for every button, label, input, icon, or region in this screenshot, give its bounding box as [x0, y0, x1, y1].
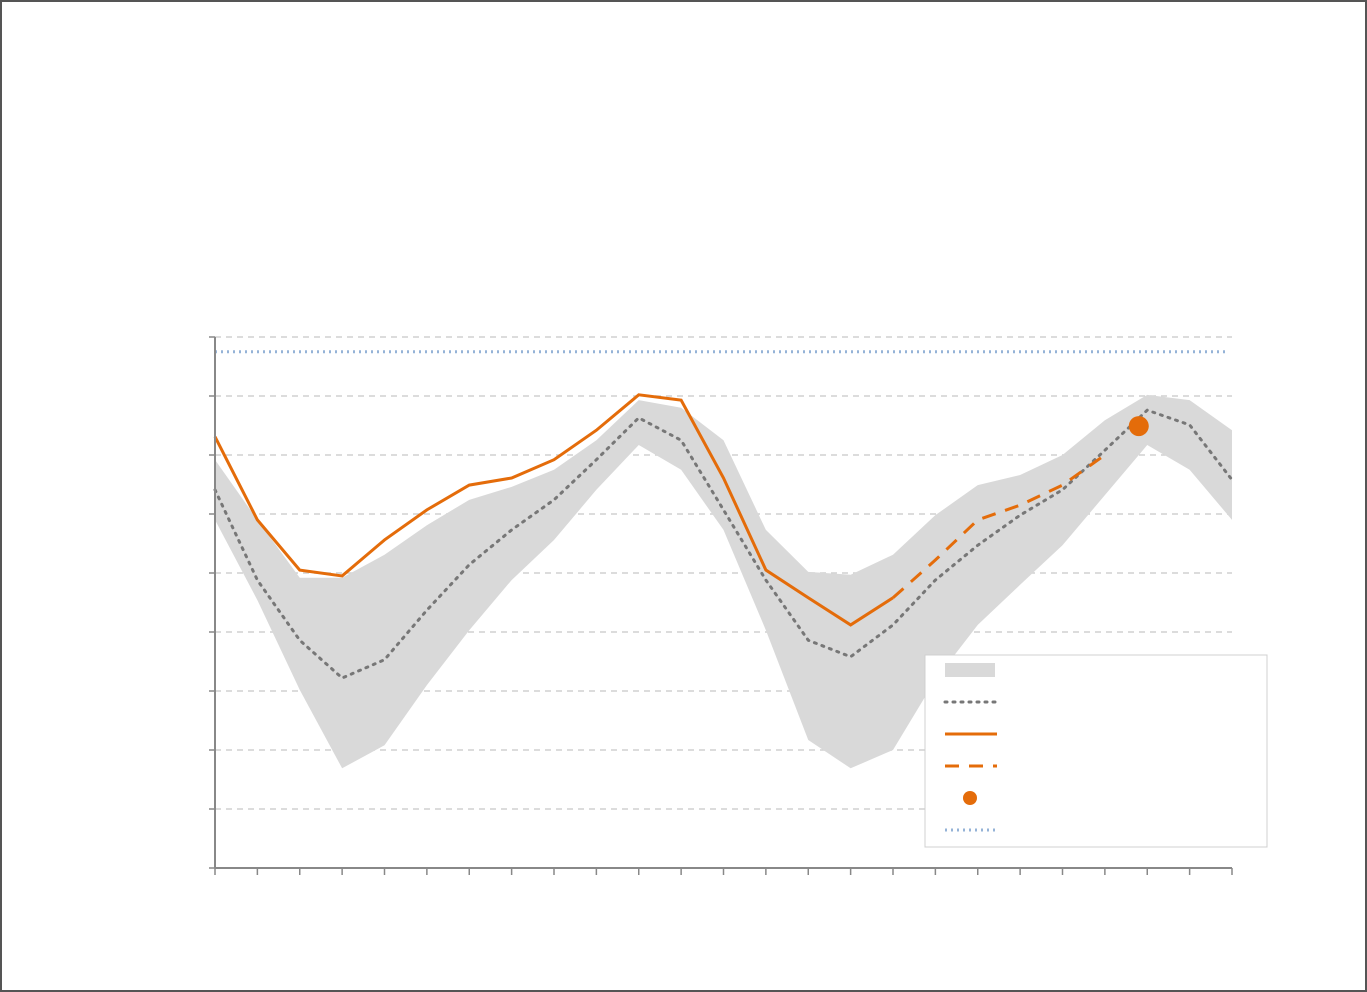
legend-swatch — [963, 791, 977, 805]
legend-swatch — [945, 663, 995, 677]
series-line — [213, 393, 894, 627]
forecast-point — [1128, 416, 1149, 437]
legend-box — [924, 654, 1268, 848]
range-band — [215, 394, 1232, 769]
